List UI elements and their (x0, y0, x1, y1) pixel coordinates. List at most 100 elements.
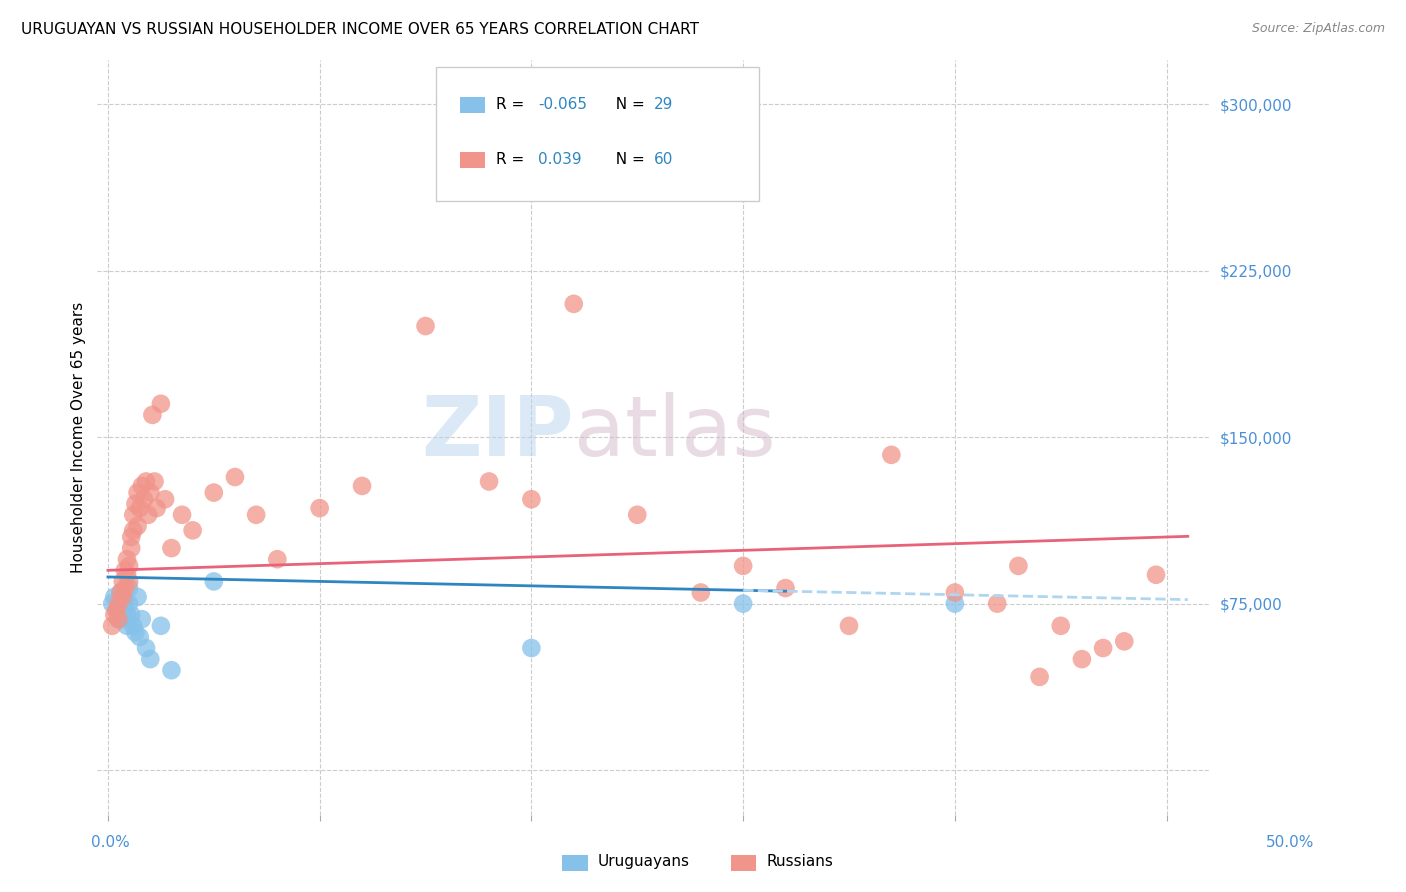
Text: Uruguayans: Uruguayans (598, 855, 689, 869)
Point (131, 479, 153, 493)
Point (132, 492, 155, 507)
Point (136, 508, 159, 522)
Point (838, 619, 860, 633)
Text: 60: 60 (654, 152, 673, 167)
Y-axis label: Householder Income Over 65 years: Householder Income Over 65 years (72, 301, 86, 573)
Point (107, 612, 129, 626)
Text: 50.0%: 50.0% (1267, 836, 1315, 850)
Point (689, 585, 711, 599)
Point (107, 607, 129, 622)
Point (118, 597, 141, 611)
Text: 0.0%: 0.0% (91, 836, 131, 850)
Point (110, 597, 132, 611)
Point (308, 501, 330, 516)
Point (149, 619, 172, 633)
Text: ZIP: ZIP (422, 392, 574, 473)
Point (266, 552, 288, 566)
Point (110, 585, 132, 599)
Point (986, 597, 1008, 611)
Point (114, 563, 136, 577)
Point (103, 607, 125, 622)
Text: -0.065: -0.065 (538, 97, 588, 112)
Point (224, 470, 246, 484)
Point (127, 590, 149, 604)
Point (626, 508, 648, 522)
Point (115, 607, 138, 622)
Point (145, 501, 167, 516)
Point (350, 479, 373, 493)
Point (153, 492, 176, 507)
Point (114, 594, 136, 608)
Point (562, 297, 585, 311)
Point (139, 485, 162, 500)
Point (202, 485, 225, 500)
Point (733, 558, 755, 573)
Text: R =: R = (496, 152, 534, 167)
Point (114, 603, 136, 617)
Point (139, 652, 162, 666)
Point (880, 448, 903, 462)
Point (114, 581, 136, 595)
Text: Source: ZipAtlas.com: Source: ZipAtlas.com (1251, 22, 1385, 36)
Point (111, 612, 134, 626)
Text: 29: 29 (654, 97, 673, 112)
Point (105, 603, 128, 617)
Point (128, 630, 150, 644)
Text: N =: N = (606, 152, 650, 167)
Point (943, 597, 966, 611)
Point (111, 574, 134, 589)
Point (149, 397, 172, 411)
Point (1114, 634, 1136, 648)
Point (110, 585, 132, 599)
Point (101, 619, 124, 633)
Point (103, 590, 125, 604)
Point (1007, 558, 1029, 573)
Point (160, 541, 183, 555)
Point (115, 552, 138, 566)
Point (160, 663, 183, 677)
Point (170, 508, 193, 522)
Point (122, 524, 145, 538)
Point (127, 519, 149, 533)
Point (775, 581, 797, 595)
Point (111, 601, 134, 615)
Text: R =: R = (496, 97, 530, 112)
Text: 0.039: 0.039 (538, 152, 582, 167)
Point (120, 607, 142, 622)
Point (128, 501, 150, 516)
Point (202, 574, 225, 589)
Text: atlas: atlas (574, 392, 776, 473)
Point (127, 485, 149, 500)
Point (478, 475, 501, 489)
Point (181, 524, 204, 538)
Point (1071, 652, 1094, 666)
Point (122, 508, 145, 522)
Point (520, 492, 543, 507)
Point (1028, 670, 1050, 684)
Point (245, 508, 267, 522)
Point (143, 475, 166, 489)
Point (520, 640, 543, 655)
Point (111, 590, 134, 604)
Point (118, 581, 141, 595)
Text: N =: N = (606, 97, 650, 112)
Point (1144, 567, 1167, 582)
Point (131, 612, 153, 626)
Point (733, 597, 755, 611)
Point (122, 619, 145, 633)
Text: URUGUAYAN VS RUSSIAN HOUSEHOLDER INCOME OVER 65 YEARS CORRELATION CHART: URUGUAYAN VS RUSSIAN HOUSEHOLDER INCOME … (21, 22, 699, 37)
Point (135, 475, 157, 489)
Point (107, 597, 129, 611)
Point (135, 640, 157, 655)
Point (120, 530, 142, 544)
Point (124, 625, 146, 640)
Point (118, 558, 141, 573)
Point (105, 603, 128, 617)
Point (943, 585, 966, 599)
Point (1092, 640, 1115, 655)
Point (118, 574, 141, 589)
Point (101, 597, 124, 611)
Point (115, 567, 138, 582)
Point (415, 319, 437, 334)
Point (115, 619, 138, 633)
